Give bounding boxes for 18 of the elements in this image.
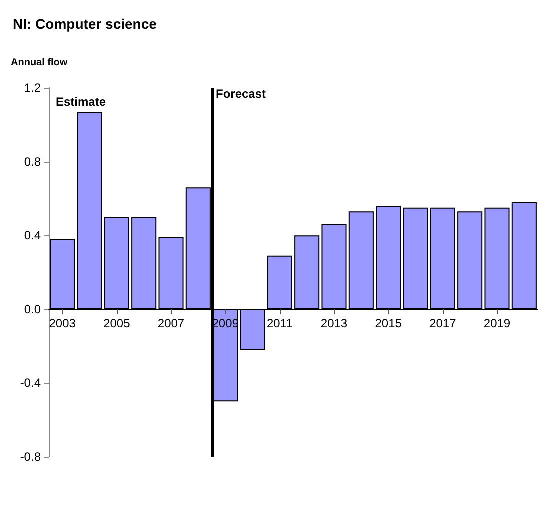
x-tick-label: 2017	[430, 316, 457, 330]
y-tick-label: 0.4	[24, 228, 42, 243]
y-tick-label: 0.8	[24, 154, 42, 169]
y-axis-title: Annual flow	[11, 58, 68, 68]
y-tick-label: 1.2	[24, 81, 42, 95]
x-tick-label: 2003	[49, 316, 76, 330]
y-tick-label: 0.0	[24, 302, 42, 316]
annotation: Estimate	[56, 95, 106, 109]
ref-line-label: Forecast	[216, 87, 266, 101]
y-tick-label: -0.4	[20, 376, 42, 390]
x-tick-label: 2019	[484, 316, 511, 330]
chart-title: NI: Computer science	[13, 16, 158, 32]
x-tick-label: 2005	[104, 316, 131, 330]
x-tick-label: 2007	[158, 316, 185, 330]
x-tick-label: 2015	[375, 316, 402, 330]
x-tick-label: 2011	[267, 316, 294, 330]
x-tick-label: 2013	[320, 316, 348, 330]
y-tick-label: -0.8	[20, 450, 42, 464]
